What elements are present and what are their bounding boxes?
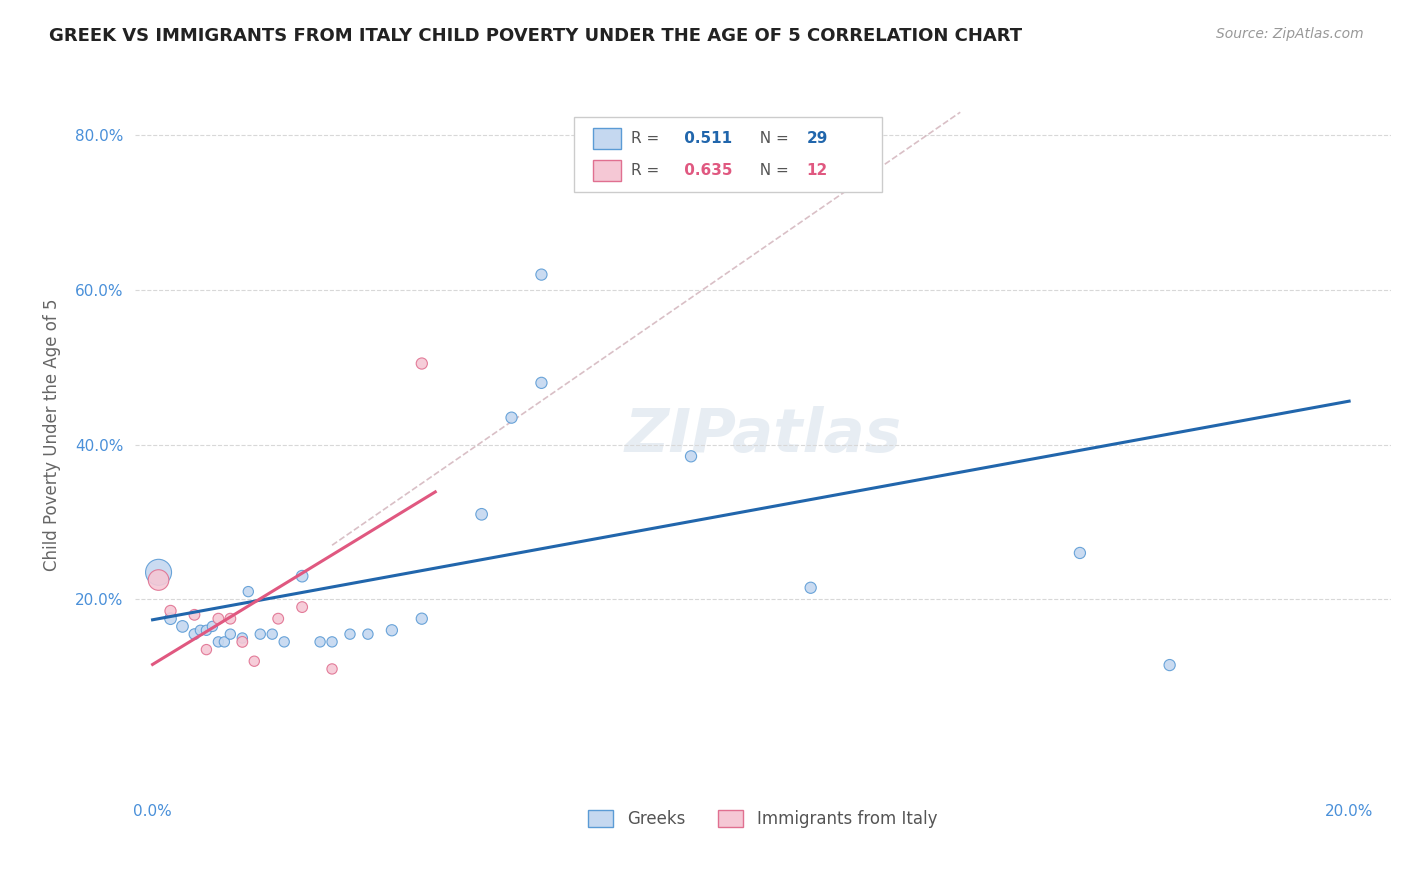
Point (501, 410, 523, 425)
Point (273, 635, 295, 649)
Point (530, 268, 553, 282)
Point (159, 612, 181, 626)
Text: GREEK VS IMMIGRANTS FROM ITALY CHILD POVERTY UNDER THE AGE OF 5 CORRELATION CHAR: GREEK VS IMMIGRANTS FROM ITALY CHILD POV… (49, 27, 1022, 45)
Point (800, 581, 823, 595)
Text: Source: ZipAtlas.com: Source: ZipAtlas.com (1216, 27, 1364, 41)
Text: N =: N = (751, 131, 794, 145)
Point (214, 635, 236, 649)
Point (190, 624, 212, 638)
Point (1069, 546, 1091, 560)
Text: 12: 12 (807, 163, 828, 178)
Text: ZIPatlas: ZIPatlas (624, 406, 901, 465)
Point (195, 642, 218, 657)
Point (679, 450, 702, 464)
Point (291, 569, 314, 583)
Point (262, 627, 284, 641)
Bar (593, 160, 621, 181)
Text: 0.511: 0.511 (679, 131, 731, 145)
Point (321, 635, 343, 649)
Point (148, 566, 170, 580)
Point (267, 612, 290, 626)
Point (243, 654, 266, 668)
Point (1159, 658, 1181, 673)
Point (195, 624, 218, 638)
Point (183, 627, 205, 641)
Point (291, 600, 314, 615)
Point (231, 635, 253, 649)
Point (381, 624, 404, 638)
Point (411, 612, 433, 626)
Text: 29: 29 (807, 131, 828, 145)
FancyBboxPatch shape (575, 117, 882, 192)
Point (231, 631, 253, 645)
Point (207, 612, 229, 626)
Point (321, 662, 343, 676)
Point (357, 627, 380, 641)
Text: 0.635: 0.635 (679, 163, 733, 178)
Text: R =: R = (631, 131, 664, 145)
Point (159, 604, 181, 618)
Text: R =: R = (631, 163, 664, 178)
Point (471, 508, 494, 522)
Text: N =: N = (751, 163, 794, 178)
Point (172, 619, 194, 633)
Point (238, 584, 260, 599)
Point (411, 357, 433, 371)
Point (201, 619, 224, 633)
Point (219, 612, 242, 626)
Point (309, 635, 332, 649)
Point (207, 635, 229, 649)
Point (530, 376, 553, 390)
Y-axis label: Child Poverty Under the Age of 5: Child Poverty Under the Age of 5 (44, 299, 60, 571)
Point (339, 627, 361, 641)
Bar (593, 128, 621, 149)
Point (183, 607, 205, 622)
Legend: Greeks, Immigrants from Italy: Greeks, Immigrants from Italy (582, 803, 943, 834)
Point (219, 627, 242, 641)
Point (800, 175, 823, 189)
Point (249, 627, 271, 641)
Point (148, 573, 170, 587)
